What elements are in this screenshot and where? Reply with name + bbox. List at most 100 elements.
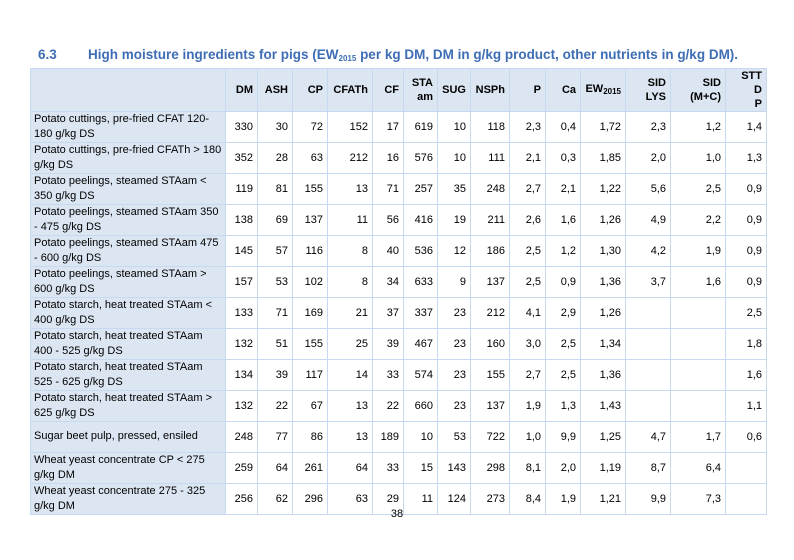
cell: 71 xyxy=(372,173,404,205)
row-label: Potato peelings, steamed STAam < 350 g/k… xyxy=(30,173,226,205)
cell: 1,43 xyxy=(580,390,626,422)
cell: 132 xyxy=(225,390,258,422)
cell: 86 xyxy=(292,421,328,453)
empty-cell xyxy=(625,328,671,360)
cell: 63 xyxy=(327,482,373,515)
cell: 37 xyxy=(372,297,404,329)
column-header-subscript: 2015 xyxy=(603,86,621,96)
cell: 6,4 xyxy=(670,451,726,484)
cell: 8,1 xyxy=(509,451,546,484)
cell: 23 xyxy=(437,297,471,329)
cell: 9,9 xyxy=(545,421,581,453)
empty-cell xyxy=(625,297,671,329)
cell: 8 xyxy=(327,266,373,298)
corner-cell xyxy=(30,68,226,112)
cell: 248 xyxy=(470,173,510,205)
cell: 0,9 xyxy=(725,173,767,205)
row-label: Potato peelings, steamed STAam 350 - 475… xyxy=(30,204,226,236)
row-label: Wheat yeast concentrate CP < 275 g/kg DM xyxy=(30,451,226,484)
cell: 22 xyxy=(372,390,404,422)
cell: 7,3 xyxy=(670,482,726,515)
cell: 116 xyxy=(292,235,328,267)
cell: 722 xyxy=(470,421,510,453)
empty-cell xyxy=(725,482,767,515)
cell: 4,7 xyxy=(625,421,671,453)
cell: 11 xyxy=(327,204,373,236)
column-header: STA am xyxy=(403,68,438,112)
cell: 1,6 xyxy=(725,359,767,391)
cell: 337 xyxy=(403,297,438,329)
cell: 467 xyxy=(403,328,438,360)
cell: 23 xyxy=(437,359,471,391)
cell: 298 xyxy=(470,451,510,484)
cell: 34 xyxy=(372,266,404,298)
cell: 9 xyxy=(437,266,471,298)
cell: 1,7 xyxy=(670,421,726,453)
cell: 1,34 xyxy=(580,328,626,360)
cell: 1,30 xyxy=(580,235,626,267)
cell: 23 xyxy=(437,390,471,422)
cell: 1,26 xyxy=(580,297,626,329)
cell: 134 xyxy=(225,359,258,391)
cell: 51 xyxy=(257,328,293,360)
nutrient-table: DM ASH CP CFATh CF STA am SUG NSPh P Ca EW2015 SID … xyxy=(30,68,767,515)
row-label: Potato starch, heat treated STAam < 400 … xyxy=(30,297,226,329)
cell: 1,0 xyxy=(670,142,726,174)
cell: 117 xyxy=(292,359,328,391)
cell: 64 xyxy=(257,451,293,484)
cell: 1,3 xyxy=(545,390,581,422)
cell: 0,9 xyxy=(725,266,767,298)
cell: 33 xyxy=(372,359,404,391)
cell: 0,3 xyxy=(545,142,581,174)
cell: 1,19 xyxy=(580,451,626,484)
column-header: SID (M+C) xyxy=(670,68,726,112)
cell: 63 xyxy=(292,142,328,174)
cell: 13 xyxy=(327,390,373,422)
cell: 169 xyxy=(292,297,328,329)
row-label: Potato peelings, steamed STAam > 600 g/k… xyxy=(30,266,226,298)
cell: 2,6 xyxy=(509,204,546,236)
cell: 330 xyxy=(225,111,258,143)
cell: 10 xyxy=(437,111,471,143)
cell: 39 xyxy=(257,359,293,391)
cell: 132 xyxy=(225,328,258,360)
cell: 1,0 xyxy=(509,421,546,453)
cell: 12 xyxy=(437,235,471,267)
title-subscript: 2015 xyxy=(338,54,357,63)
cell: 102 xyxy=(292,266,328,298)
cell: 1,26 xyxy=(580,204,626,236)
cell: 0,9 xyxy=(725,235,767,267)
table-row: Potato peelings, steamed STAam 350 - 475… xyxy=(30,204,767,236)
cell: 248 xyxy=(225,421,258,453)
section-title: 6.3 High moisture ingredients for pigs (E… xyxy=(38,47,738,63)
cell: 29 xyxy=(372,482,404,515)
empty-cell xyxy=(670,328,726,360)
cell: 15 xyxy=(403,451,438,484)
cell: 2,5 xyxy=(670,173,726,205)
cell: 28 xyxy=(257,142,293,174)
row-label: Potato starch, heat treated STAam > 625 … xyxy=(30,390,226,422)
cell: 152 xyxy=(327,111,373,143)
cell: 3,7 xyxy=(625,266,671,298)
cell: 352 xyxy=(225,142,258,174)
table-row: Potato starch, heat treated STAam 400 - … xyxy=(30,328,767,360)
cell: 21 xyxy=(327,297,373,329)
cell: 1,21 xyxy=(580,482,626,515)
cell: 160 xyxy=(470,328,510,360)
column-header: EW2015 xyxy=(580,68,626,112)
cell: 81 xyxy=(257,173,293,205)
cell: 211 xyxy=(470,204,510,236)
cell: 8 xyxy=(327,235,373,267)
cell: 1,36 xyxy=(580,359,626,391)
row-label: Potato peelings, steamed STAam 475 - 600… xyxy=(30,235,226,267)
cell: 257 xyxy=(403,173,438,205)
table-row: Potato starch, heat treated STAam > 625 … xyxy=(30,390,767,422)
cell: 119 xyxy=(225,173,258,205)
cell: 1,22 xyxy=(580,173,626,205)
table-row: Wheat yeast concentrate 275 - 325 g/kg D… xyxy=(30,482,767,515)
cell: 23 xyxy=(437,328,471,360)
cell: 57 xyxy=(257,235,293,267)
cell: 111 xyxy=(470,142,510,174)
cell: 77 xyxy=(257,421,293,453)
